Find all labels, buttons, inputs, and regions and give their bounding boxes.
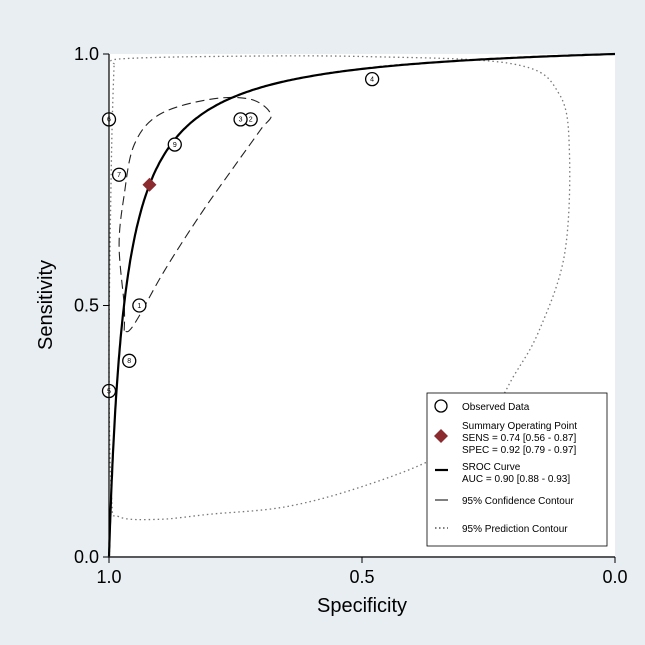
y-tick-label: 0.0 (74, 547, 99, 567)
study-circle (233, 112, 248, 127)
legend-sroc-auc: AUC = 0.90 [0.88 - 0.93] (462, 474, 570, 485)
legend: Observed Data Summary Operating Point SE… (426, 392, 608, 547)
study-point-4: 4 (364, 72, 380, 87)
study-point-3: 3 (233, 112, 248, 127)
study-point-1: 1 (132, 298, 147, 313)
prediction-contour (108, 55, 571, 521)
x-tick-label: 0.0 (602, 567, 627, 587)
summary-operating-point (142, 177, 157, 192)
legend-observed-label: Observed Data (462, 402, 530, 413)
y-tick-label: 0.5 (74, 296, 99, 316)
legend-summary-spec: SPEC = 0.92 [0.79 - 0.97] (462, 445, 576, 456)
study-point-9: 9 (167, 137, 182, 152)
study-label: 2 (249, 117, 253, 124)
study-label: 3 (239, 117, 243, 124)
study-label: 7 (117, 172, 121, 179)
sroc-curve (107, 52, 616, 557)
y-tick-label: 1.0 (74, 44, 99, 64)
x-tick-label: 0.5 (349, 567, 374, 587)
legend-confidence-label: 95% Confidence Contour (462, 496, 574, 507)
legend-box (426, 392, 608, 547)
x-axis-title: Specificity (317, 595, 407, 617)
y-axis-title: Sensitivity (35, 260, 57, 350)
study-circle (132, 298, 147, 313)
legend-summary-marker (434, 429, 448, 443)
study-label: 1 (137, 303, 141, 310)
legend-prediction-label: 95% Prediction Contour (462, 524, 568, 535)
legend-observed-marker (434, 399, 448, 413)
study-circle (122, 353, 137, 368)
study-point-7: 7 (111, 167, 127, 182)
confidence-contour (118, 96, 272, 333)
x-tick-label: 1.0 (96, 567, 121, 587)
study-circle (111, 167, 127, 182)
study-label: 9 (173, 142, 177, 149)
legend-summary-title: Summary Operating Point (462, 421, 577, 432)
study-label: 8 (127, 358, 131, 365)
study-point-8: 8 (122, 353, 137, 368)
study-label: 4 (370, 76, 374, 83)
study-circle (364, 72, 380, 87)
legend-sroc-title: SROC Curve (462, 462, 521, 473)
legend-summary-sens: SENS = 0.74 [0.56 - 0.87] (462, 433, 576, 444)
study-circle (167, 137, 182, 152)
